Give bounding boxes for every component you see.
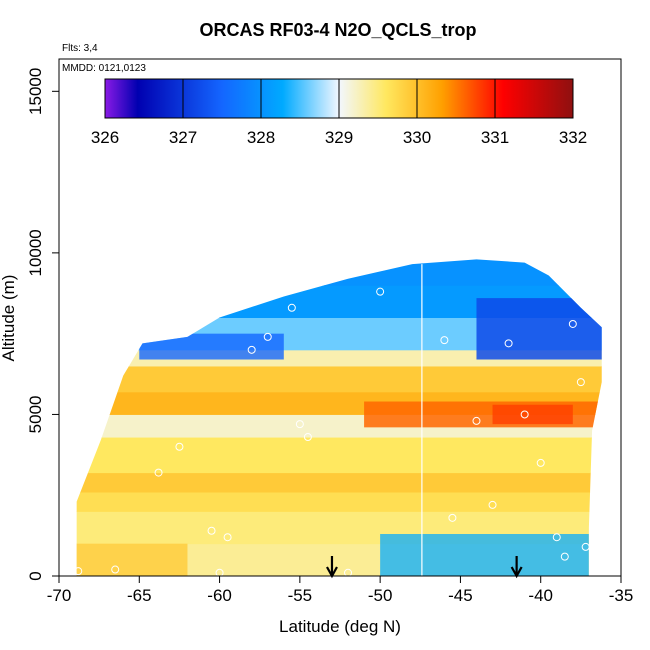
field-band xyxy=(492,404,573,425)
colorbar-tick-label: 330 xyxy=(403,128,431,147)
sample-point xyxy=(440,336,449,345)
sample-point xyxy=(581,542,590,551)
field-band xyxy=(59,221,621,254)
colorbar-tick-label: 328 xyxy=(247,128,275,147)
sample-point xyxy=(154,468,163,477)
field-band xyxy=(76,437,602,474)
sample-point xyxy=(175,442,184,451)
field-band xyxy=(76,543,188,576)
sample-point xyxy=(74,567,83,576)
y-axis-label: Altitude (m) xyxy=(0,275,18,362)
sample-point xyxy=(520,410,529,419)
field-band xyxy=(380,533,589,576)
sample-point xyxy=(560,552,569,561)
sample-point xyxy=(295,420,304,429)
sample-point xyxy=(247,345,256,354)
colorbar-tick-label: 331 xyxy=(481,128,509,147)
sample-point xyxy=(504,339,513,348)
field-layers xyxy=(59,221,621,576)
field-band xyxy=(76,365,602,393)
colorbar-tick-label: 332 xyxy=(559,128,587,147)
sample-point xyxy=(223,533,232,542)
sample-point xyxy=(536,458,545,467)
sample-point xyxy=(303,433,312,442)
y-tick-label: 10000 xyxy=(26,229,45,276)
x-tick-label: -35 xyxy=(609,586,634,605)
y-axis: 0 5000 10000 15000 xyxy=(26,68,59,581)
sample-point xyxy=(287,303,296,312)
x-tick-label: -55 xyxy=(288,586,313,605)
sample-point xyxy=(207,526,216,535)
y-tick-label: 15000 xyxy=(26,68,45,115)
field-band xyxy=(139,333,284,360)
field-band xyxy=(76,472,602,493)
field-band xyxy=(76,491,602,512)
sample-point xyxy=(376,287,385,296)
field-band xyxy=(476,298,602,360)
date-note: MMDD: 0121,0123 xyxy=(62,63,146,74)
sample-point xyxy=(392,258,401,267)
sample-point xyxy=(576,378,585,387)
x-tick-label: -40 xyxy=(528,586,553,605)
sample-point xyxy=(552,533,561,542)
sample-point xyxy=(111,565,120,574)
x-axis: -70 -65 -60 -55 -50 -45 -40 -35 xyxy=(47,575,634,605)
colorbar-tick-label: 329 xyxy=(325,128,353,147)
sample-point xyxy=(448,513,457,522)
chart-title: ORCAS RF03-4 N2O_QCLS_trop xyxy=(199,20,476,40)
x-axis-label: Latitude (deg N) xyxy=(279,617,401,636)
sample-point xyxy=(488,500,497,509)
x-tick-label: -70 xyxy=(47,586,72,605)
sample-point xyxy=(568,319,577,328)
x-tick-label: -60 xyxy=(207,586,232,605)
y-tick-label: 0 xyxy=(26,571,45,580)
sample-point xyxy=(592,565,601,574)
field-band xyxy=(76,259,602,286)
altitude-latitude-field xyxy=(59,221,621,576)
x-tick-label: -45 xyxy=(448,586,473,605)
colorbar-tick-label: 327 xyxy=(169,128,197,147)
flights-note: Flts: 3,4 xyxy=(62,43,98,54)
x-tick-label: -50 xyxy=(368,586,393,605)
sample-point xyxy=(472,416,481,425)
sample-point xyxy=(263,332,272,341)
x-tick-label: -65 xyxy=(127,586,152,605)
colorbar: 326 327 328 329 330 331 332 xyxy=(91,78,587,147)
colorbar-tick-label: 326 xyxy=(91,128,119,147)
y-tick-label: 5000 xyxy=(26,396,45,434)
